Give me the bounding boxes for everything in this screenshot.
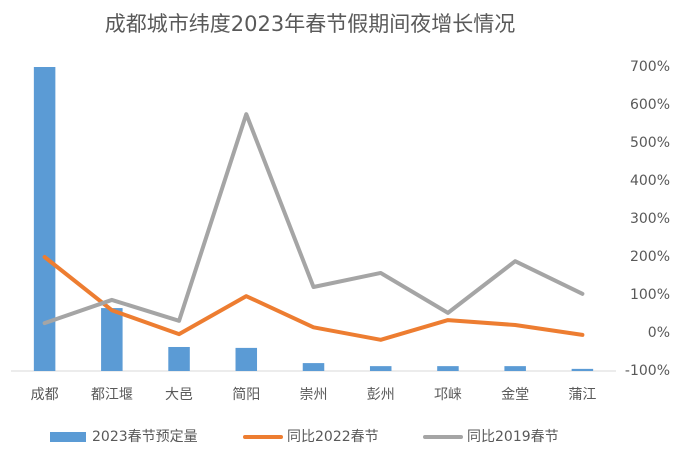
- x-tick-label: 金堂: [501, 387, 529, 403]
- y2-tick-label: 400%: [630, 173, 670, 189]
- x-tick-label: 邛崃: [434, 387, 462, 403]
- line: [42, 255, 585, 342]
- x-tick-label: 成都: [31, 387, 59, 403]
- x-tick-label: 彭州: [367, 387, 395, 403]
- x-tick-label: 蒲江: [568, 387, 596, 403]
- bar: [369, 366, 392, 371]
- x-tick-label: 都江堰: [91, 387, 133, 403]
- bar: [168, 346, 190, 371]
- bar: [101, 308, 123, 371]
- bar: [437, 366, 459, 371]
- y2-tick-label: 0%: [648, 325, 670, 341]
- bar: [571, 368, 594, 371]
- x-tick-label: 简阳: [232, 386, 260, 403]
- y2-tick-label: -100%: [625, 363, 670, 379]
- bar: [302, 363, 325, 371]
- legend-swatch: [50, 432, 86, 442]
- legend-label: 同比2019春节: [467, 429, 559, 445]
- chart-title: 成都城市纬度2023年春节假期间夜增长情况: [105, 12, 515, 36]
- bar: [504, 366, 526, 371]
- x-tick-label: 崇州: [300, 387, 328, 403]
- y2-tick-label: 100%: [630, 287, 670, 303]
- line: [42, 112, 585, 326]
- y2-tick-label: 600%: [630, 97, 670, 113]
- y2-tick-label: 300%: [630, 211, 670, 227]
- legend-label: 2023春节预定量: [92, 429, 198, 445]
- y2-tick-label: 700%: [630, 59, 670, 75]
- y2-tick-label: 200%: [630, 249, 670, 265]
- bar: [33, 67, 56, 371]
- y2-tick-label: 500%: [630, 135, 670, 151]
- bar: [235, 347, 258, 371]
- x-tick-label: 大邑: [165, 387, 193, 403]
- legend-label: 同比2022春节: [287, 429, 379, 445]
